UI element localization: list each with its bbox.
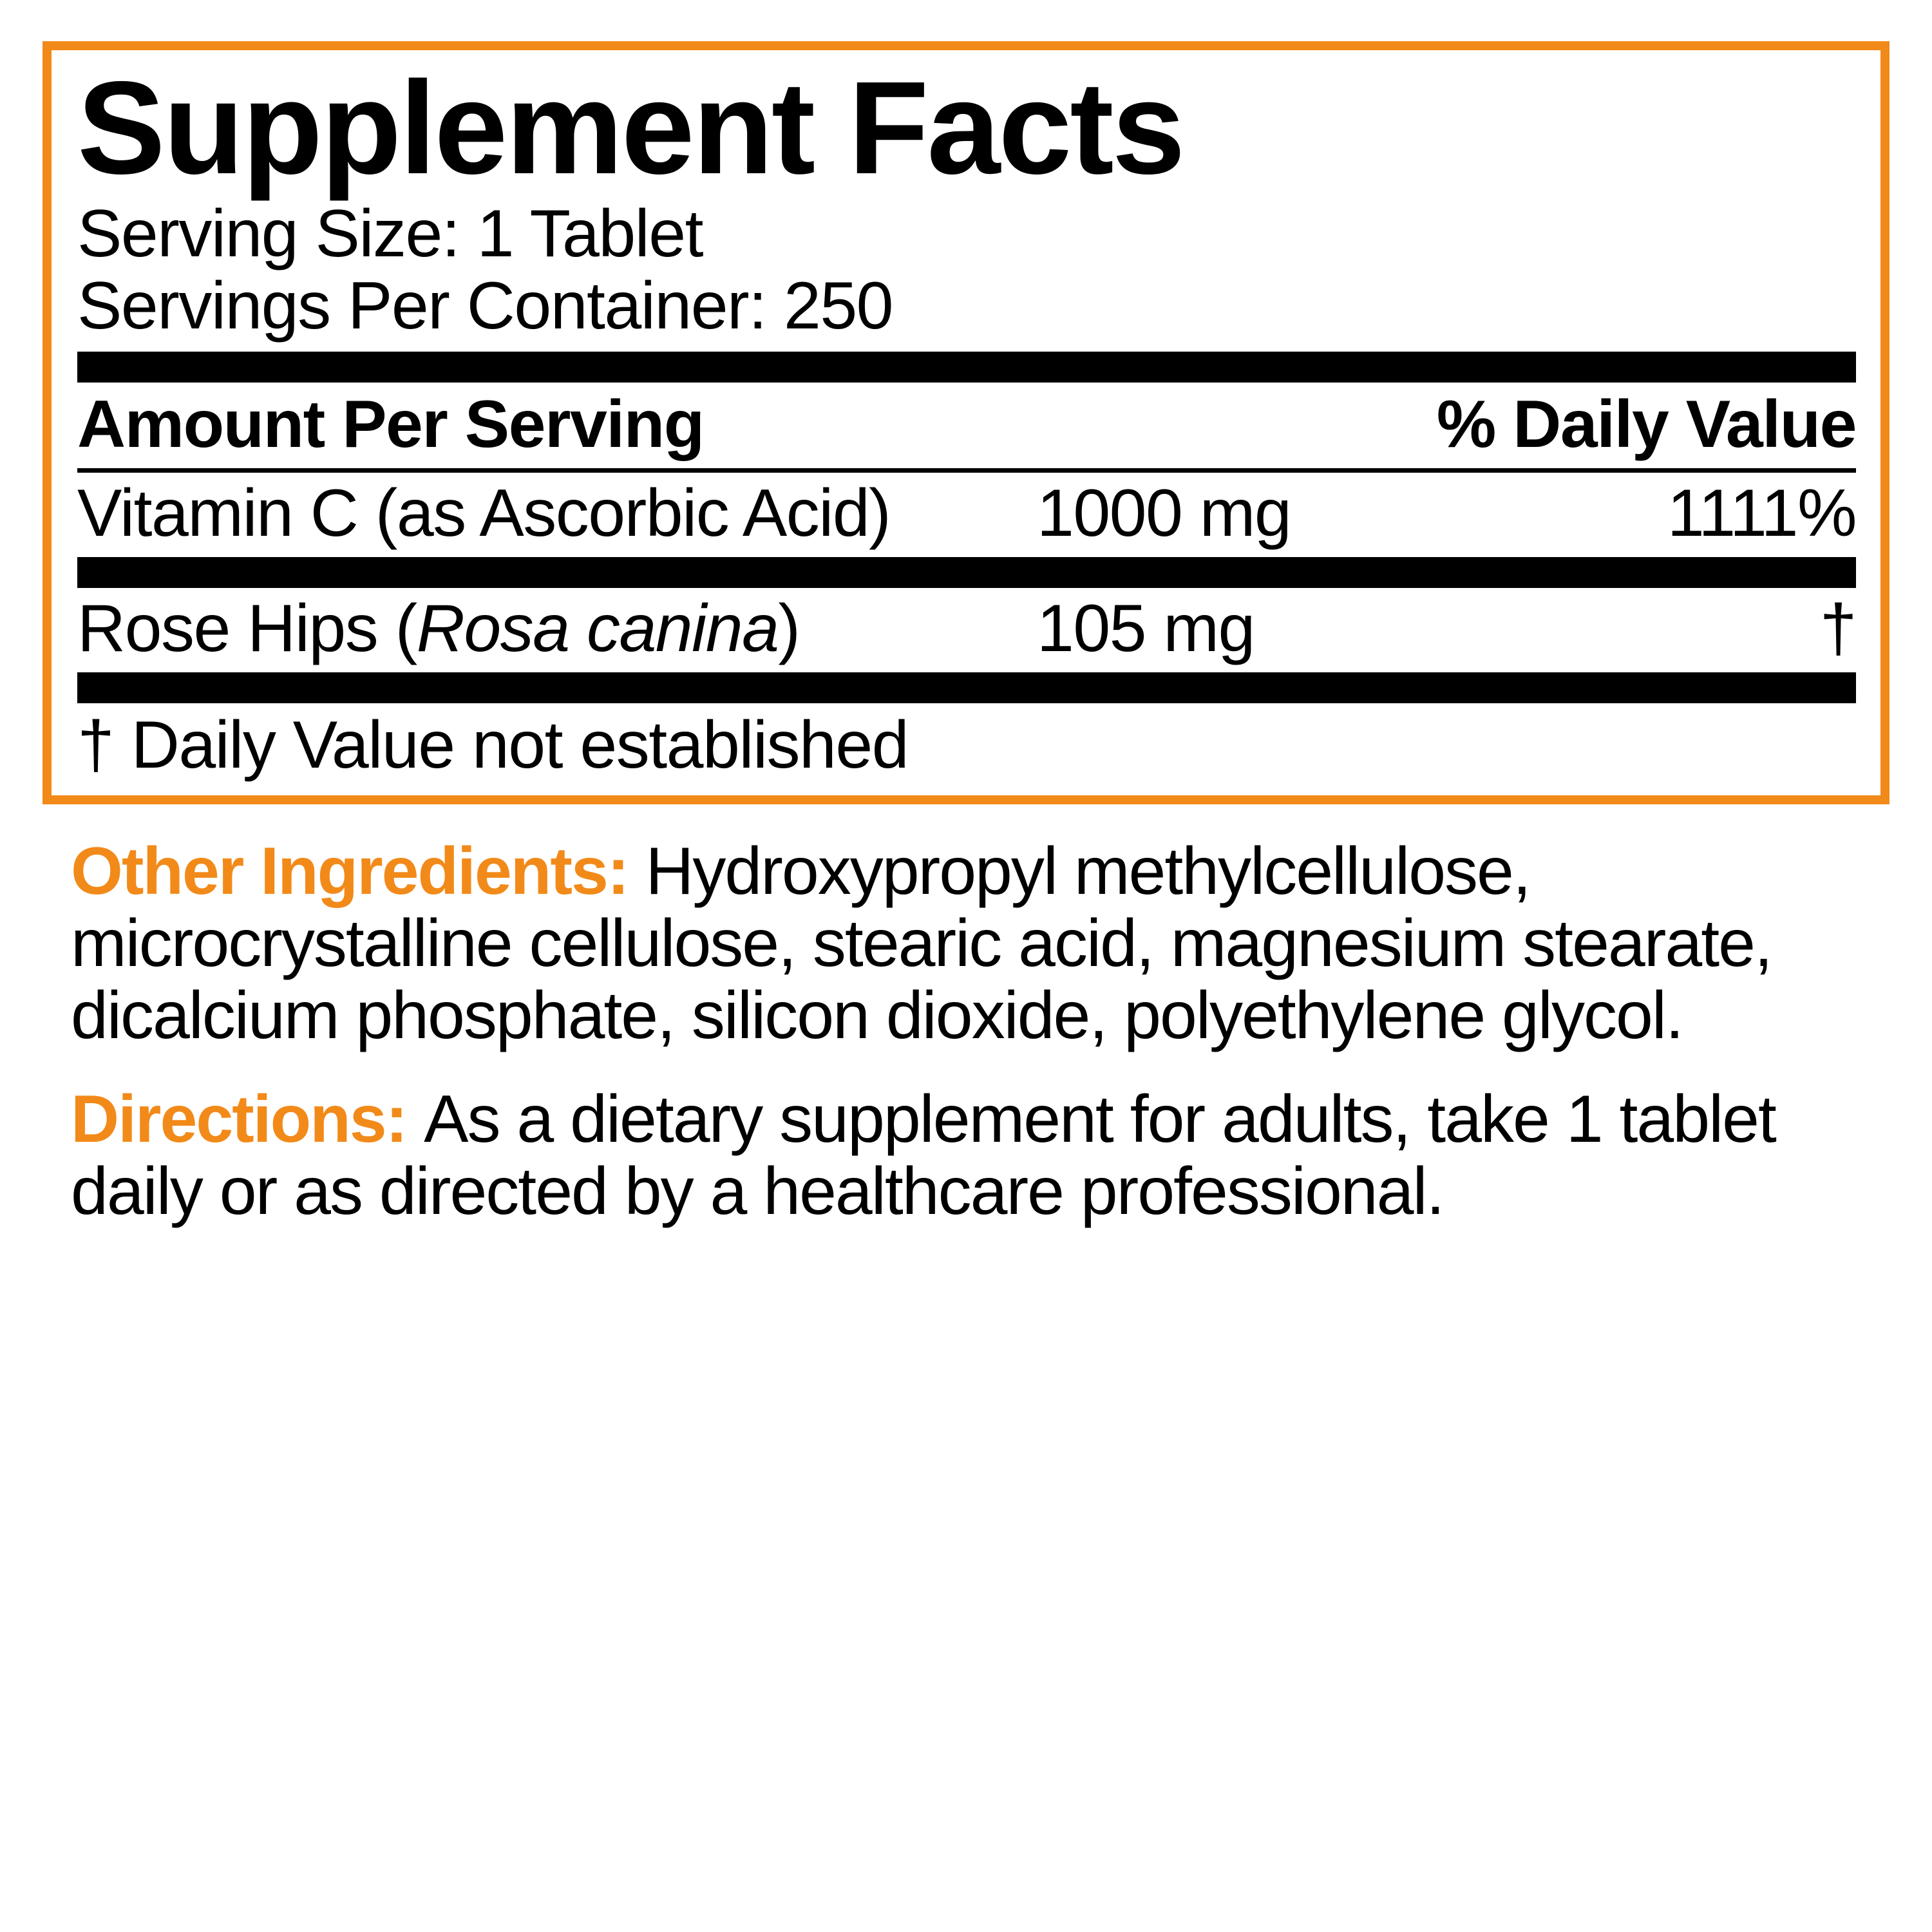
ingredient-dv: 1111%: [1365, 475, 1856, 552]
serving-size-value: 1 Tablet: [477, 196, 703, 271]
ingredient-dv: †: [1365, 591, 1856, 667]
servings-per-container-label: Servings Per Container:: [77, 269, 784, 343]
supplement-facts-panel: Supplement Facts Serving Size: 1 Tablet …: [43, 41, 1889, 804]
table-row: Vitamin C (as Ascorbic Acid) 1000 mg 111…: [77, 473, 1856, 552]
table-row: Rose Hips (Rosa canina) 105 mg †: [77, 588, 1856, 667]
separator-rule: [77, 468, 1856, 473]
servings-per-container: Servings Per Container: 250: [77, 270, 1856, 342]
other-ingredients: Other Ingredients: Hydroxypropyl methylc…: [71, 835, 1861, 1052]
separator-bar: [77, 557, 1856, 588]
header-daily-value: % Daily Value: [1437, 386, 1856, 463]
dv-footnote: † Daily Value not established: [77, 703, 1856, 784]
table-header-row: Amount Per Serving % Daily Value: [77, 383, 1856, 463]
supplement-facts-label: Supplement Facts Serving Size: 1 Tablet …: [0, 0, 1932, 1932]
other-ingredients-label: Other Ingredients:: [71, 834, 645, 909]
panel-title: Supplement Facts: [77, 62, 1856, 194]
ingredient-name: Rose Hips (Rosa canina): [77, 591, 1037, 667]
serving-size: Serving Size: 1 Tablet: [77, 198, 1856, 270]
ingredient-amount: 1000 mg: [1037, 475, 1365, 552]
ingredient-name: Vitamin C (as Ascorbic Acid): [77, 475, 1037, 552]
label-body-text: Other Ingredients: Hydroxypropyl methylc…: [43, 835, 1889, 1228]
separator-bar: [77, 672, 1856, 703]
separator-bar: [77, 352, 1856, 383]
directions-label: Directions:: [71, 1082, 424, 1157]
servings-per-container-value: 250: [784, 269, 893, 343]
serving-size-label: Serving Size:: [77, 196, 477, 271]
header-amount-per-serving: Amount Per Serving: [77, 386, 1437, 463]
ingredient-amount: 105 mg: [1037, 591, 1365, 667]
directions: Directions: As a dietary supplement for …: [71, 1083, 1861, 1228]
